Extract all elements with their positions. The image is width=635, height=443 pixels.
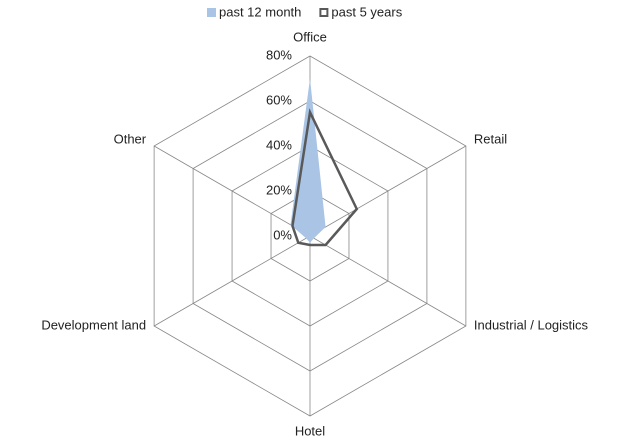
category-label: Retail	[474, 131, 507, 146]
category-label: Hotel	[295, 423, 325, 438]
legend-label: past 5 years	[331, 4, 402, 19]
tick-label: 60%	[266, 92, 292, 107]
spoke	[153, 145, 311, 237]
legend-label: past 12 month	[219, 4, 301, 19]
category-label: Industrial / Logistics	[474, 317, 589, 332]
series-line	[291, 108, 359, 247]
legend-swatch	[319, 8, 329, 17]
tick-label: 80%	[266, 47, 292, 62]
tick-label: 0%	[273, 227, 292, 242]
spoke	[153, 235, 311, 327]
spoke	[309, 235, 467, 327]
category-label: Office	[293, 29, 327, 44]
spoke	[309, 145, 467, 237]
series-area	[290, 78, 326, 243]
tick-label: 40%	[266, 137, 292, 152]
category-label: Other	[114, 131, 147, 146]
legend-swatch	[207, 8, 216, 17]
tick-label: 20%	[266, 182, 292, 197]
category-label: Development land	[41, 317, 146, 332]
